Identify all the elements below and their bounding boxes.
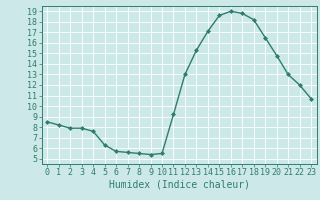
X-axis label: Humidex (Indice chaleur): Humidex (Indice chaleur) — [109, 180, 250, 190]
